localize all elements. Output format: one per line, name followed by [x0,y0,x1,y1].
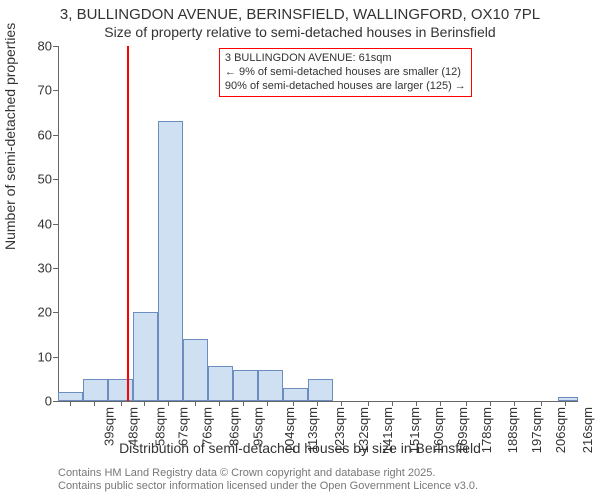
histogram-bar [558,397,578,401]
annotation-box: 3 BULLINGDON AVENUE: 61sqm← 9% of semi-d… [219,48,472,97]
annotation-line3: 90% of semi-detached houses are larger (… [225,80,466,94]
y-tick [53,90,58,91]
histogram-bar [208,366,233,402]
y-tick [53,224,58,225]
x-tick [541,401,542,406]
y-tick-label: 10 [38,349,52,364]
y-tick [53,401,58,402]
x-tick [144,401,145,406]
x-tick [243,401,244,406]
attribution-text: Contains HM Land Registry data © Crown c… [58,467,578,495]
histogram-bar [58,392,83,401]
x-tick [440,401,441,406]
annotation-line2: ← 9% of semi-detached houses are smaller… [225,66,466,80]
x-tick [466,401,467,406]
y-tick [53,135,58,136]
x-tick [368,401,369,406]
attribution-line2: Contains public sector information licen… [58,480,478,492]
x-tick [317,401,318,406]
y-axis-line [58,46,59,401]
histogram-bar [158,121,183,401]
y-tick-label: 80 [38,39,52,54]
y-tick-label: 20 [38,305,52,320]
y-tick-label: 40 [38,216,52,231]
y-tick [53,179,58,180]
histogram-bar [233,370,258,401]
chart-title-line1: 3, BULLINGDON AVENUE, BERINSFIELD, WALLI… [0,6,600,23]
x-tick [490,401,491,406]
histogram-bar [133,312,158,401]
x-tick [392,401,393,406]
y-tick-label: 0 [45,394,52,409]
x-tick [267,401,268,406]
x-tick [168,401,169,406]
x-tick [514,401,515,406]
figure: 3, BULLINGDON AVENUE, BERINSFIELD, WALLI… [0,0,600,500]
y-tick-label: 70 [38,83,52,98]
histogram-bar [283,388,308,401]
x-tick [219,401,220,406]
y-tick [53,268,58,269]
x-tick [341,401,342,406]
x-tick [565,401,566,406]
y-axis-label: Number of semi-detached properties [2,23,18,250]
x-tick [94,401,95,406]
y-tick-label: 50 [38,172,52,187]
y-tick [53,357,58,358]
annotation-line1: 3 BULLINGDON AVENUE: 61sqm [225,52,466,66]
plot-area: 0102030405060708039sqm48sqm58sqm67sqm76s… [58,46,578,401]
chart-title-line2: Size of property relative to semi-detach… [0,24,600,40]
x-tick [195,401,196,406]
y-tick [53,46,58,47]
x-tick [121,401,122,406]
x-axis-label: Distribution of semi-detached houses by … [0,440,600,456]
y-tick-label: 30 [38,260,52,275]
histogram-bar [258,370,283,401]
histogram-bar [183,339,208,401]
subject-vline [127,46,129,401]
x-tick [293,401,294,406]
histogram-bar [308,379,333,401]
histogram-bar [83,379,108,401]
y-tick [53,312,58,313]
y-tick-label: 60 [38,127,52,142]
x-tick [416,401,417,406]
attribution-line1: Contains HM Land Registry data © Crown c… [58,467,435,479]
x-tick [70,401,71,406]
